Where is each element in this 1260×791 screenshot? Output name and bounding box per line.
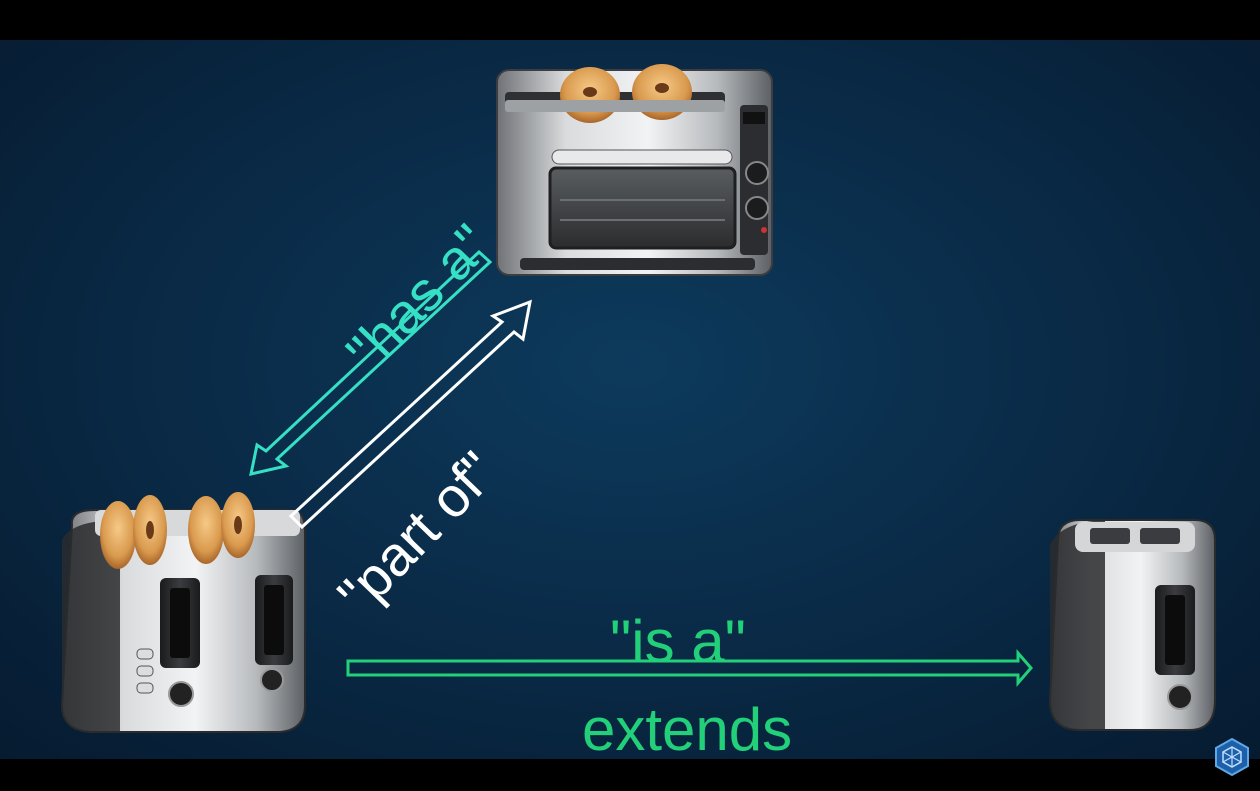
has-a-arrow xyxy=(249,249,493,476)
part-of-arrow xyxy=(288,299,532,530)
two-slice-toaster-image xyxy=(1048,519,1216,731)
cube-logo-icon xyxy=(1215,737,1249,777)
diagram-canvas: "has a" "part of" "is a" extends xyxy=(0,40,1260,759)
is-a-label: "is a" xyxy=(610,608,746,675)
toaster-oven-image xyxy=(496,64,773,276)
four-slice-toaster-image xyxy=(60,492,306,733)
is-a-arrow xyxy=(346,648,1033,688)
extends-label: extends xyxy=(582,696,793,760)
diagram-graphics xyxy=(60,64,1216,733)
